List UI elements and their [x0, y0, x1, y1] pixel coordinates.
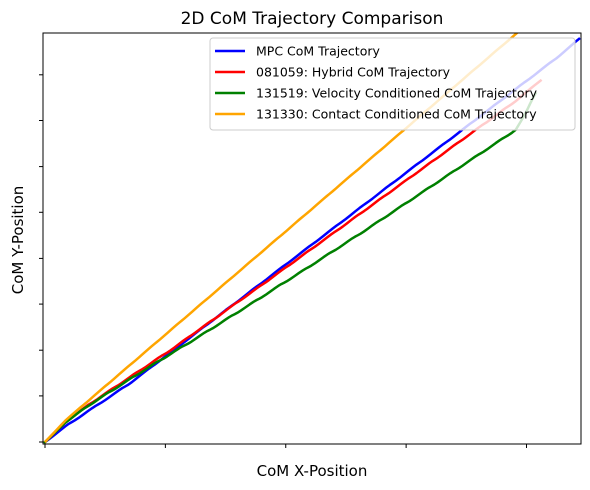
legend-label-2: 081059: Hybrid CoM Trajectory [256, 65, 451, 80]
y-axis-label: CoM Y-Position [9, 186, 27, 295]
x-axis-label: CoM X-Position [257, 462, 368, 480]
legend-label-4: 131330: Contact Conditioned CoM Trajecto… [256, 107, 537, 122]
chart-title: 2D CoM Trajectory Comparison [181, 9, 444, 29]
legend-label-3: 131519: Velocity Conditioned CoM Traject… [256, 86, 538, 101]
legend: MPC CoM Trajectory 081059: Hybrid CoM Tra… [210, 38, 575, 130]
legend-label-1: MPC CoM Trajectory [256, 44, 380, 59]
